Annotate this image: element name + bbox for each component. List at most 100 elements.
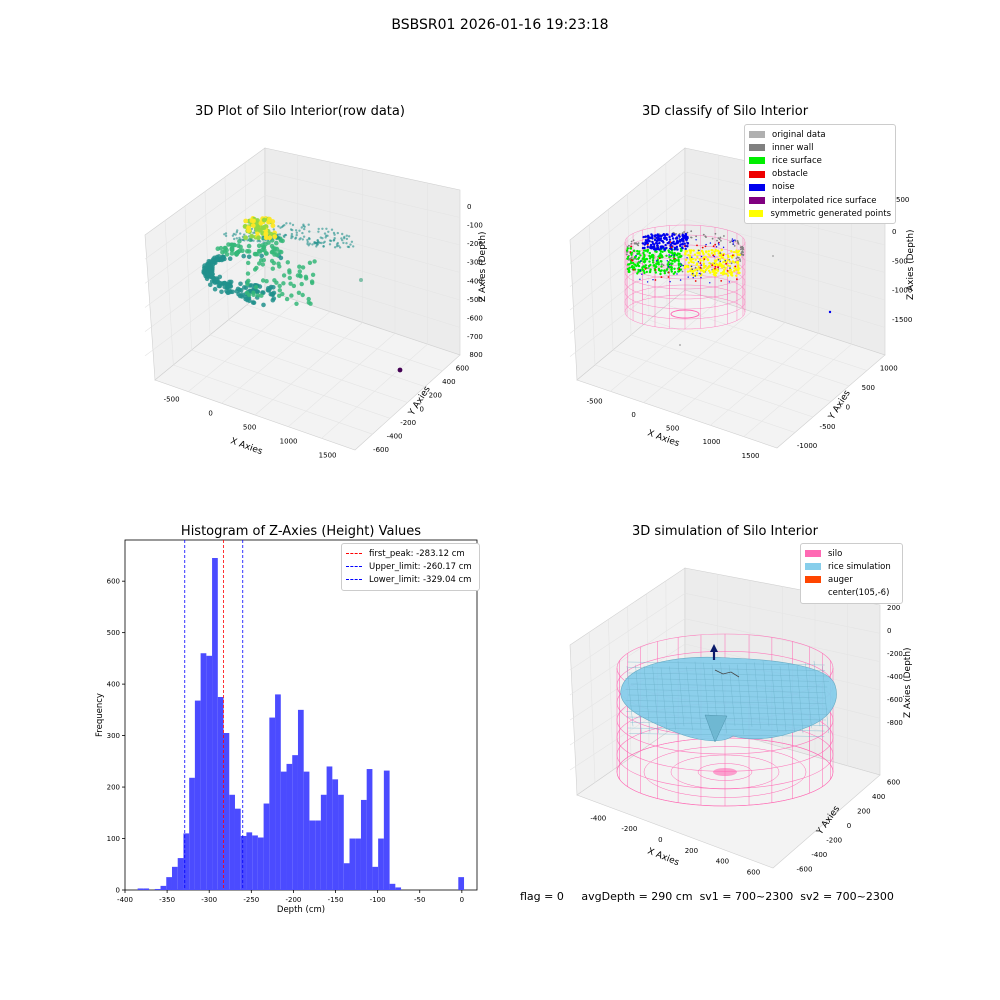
p1-point <box>336 231 339 235</box>
p1-point <box>282 234 285 238</box>
p2-point-rice <box>670 270 673 273</box>
p1-point <box>333 237 336 240</box>
p2-point-noise <box>699 273 702 275</box>
p2-point-wall <box>647 267 650 269</box>
histogram-bar <box>217 696 224 890</box>
p1-point <box>303 225 306 228</box>
p2-point-wall <box>635 258 638 261</box>
p2-point-wall <box>739 260 742 262</box>
p1-point <box>234 233 237 236</box>
p2-point-sym <box>687 261 691 264</box>
p2-point-rice <box>643 259 646 262</box>
histogram-bar <box>315 820 321 890</box>
histogram-bar <box>326 766 333 890</box>
sv1-text: sv1 = 700~2300 <box>699 890 794 903</box>
avg-depth-text: avgDepth = 290 cm <box>581 890 693 903</box>
p2-point-sym <box>708 254 711 257</box>
p2-point-sym <box>728 268 732 271</box>
p4-rice-mesh <box>628 694 825 699</box>
p2-point-rice <box>631 261 635 265</box>
p2-point-obstacle <box>678 268 681 271</box>
p1-point <box>303 274 309 279</box>
p1-point <box>312 259 317 264</box>
p1-back-grid-h <box>144 266 266 357</box>
p1-point <box>239 232 242 235</box>
p1-z-tick: 0 <box>467 203 471 211</box>
p1-point <box>246 292 252 298</box>
p2-point-noise <box>639 278 641 280</box>
p2-point-rice <box>636 264 640 267</box>
p2-point-sym <box>692 274 695 277</box>
p2-point-wall <box>632 239 635 242</box>
p2-legend-entry: noise <box>749 181 891 194</box>
p1-point <box>274 240 279 246</box>
p2-point-rice <box>672 272 675 275</box>
p1-back-grid <box>184 205 192 351</box>
p2-point-wall <box>735 257 738 260</box>
p2-point-noise <box>686 245 689 248</box>
p1-point <box>237 287 242 293</box>
p1-point <box>254 265 259 271</box>
p2-point-obstacle <box>717 266 719 269</box>
p4-z-tick: -600 <box>887 696 903 704</box>
histogram-bar <box>292 755 298 890</box>
p1-point <box>280 291 285 297</box>
histogram-bar <box>194 700 201 890</box>
p2-point-noise <box>669 263 671 265</box>
p2-point-obstacle <box>631 259 634 262</box>
p2-point-wall <box>626 253 628 256</box>
p2-point-wall <box>740 248 742 251</box>
p1-back-grid-h <box>144 195 266 284</box>
p1-point <box>285 260 290 265</box>
p1-point <box>284 233 288 237</box>
p2-point-noise <box>642 235 645 239</box>
p2-legend-swatch <box>749 170 765 178</box>
p1-point <box>256 240 259 243</box>
p2-point-noise <box>670 248 673 251</box>
p1-point <box>316 241 319 245</box>
p2-point-noise <box>692 273 694 275</box>
p2-point-sym <box>723 272 726 275</box>
p2-point-wall <box>716 239 718 242</box>
p2-point-sym <box>684 258 688 261</box>
p1-point <box>321 227 324 230</box>
p1-point <box>284 296 290 302</box>
p1-point <box>255 293 261 298</box>
p2-point-rice <box>636 252 639 255</box>
p2-point-obstacle <box>630 245 632 248</box>
p2-point-sym <box>720 248 723 252</box>
p2-point-wall <box>637 244 640 247</box>
p4-rice-mesh <box>660 667 668 732</box>
panel1-title: 3D Plot of Silo Interior(row data) <box>195 104 405 119</box>
p4-rice-mesh <box>626 711 829 715</box>
p2-point-sym <box>685 265 689 268</box>
p2-z-tick: -500 <box>892 257 908 265</box>
p3-x-axis-label: Depth (cm) <box>277 905 325 915</box>
p2-point-sym <box>685 250 689 253</box>
histogram-bar <box>240 835 247 890</box>
p4-rice-mesh <box>771 665 778 733</box>
p2-point-rice <box>626 263 630 266</box>
p2-point-wall <box>702 233 705 236</box>
p2-point-obstacle <box>658 257 661 260</box>
p2-point-noise <box>675 245 679 249</box>
p2-point-rice <box>638 250 641 253</box>
p2-point-noise <box>705 243 707 246</box>
histogram-bar <box>234 808 241 890</box>
p2-point-sym <box>698 268 701 271</box>
p1-point <box>347 235 351 238</box>
p2-point-obstacle <box>726 270 729 272</box>
p1-point <box>310 272 316 277</box>
p2-point-noise <box>651 240 654 244</box>
p2-point-wall <box>630 256 633 259</box>
p1-point <box>327 230 330 233</box>
panel4-legend: silo rice simulation auger center(105,-6) <box>800 543 903 604</box>
p1-point <box>307 260 313 265</box>
p2-point-wall <box>730 262 733 265</box>
p1-point <box>259 253 264 259</box>
p1-point <box>261 238 264 241</box>
p4-z-tick: 0 <box>887 627 891 635</box>
p1-point <box>278 237 281 240</box>
p2-point-noise <box>655 241 658 245</box>
p2-point-noise <box>666 260 668 262</box>
